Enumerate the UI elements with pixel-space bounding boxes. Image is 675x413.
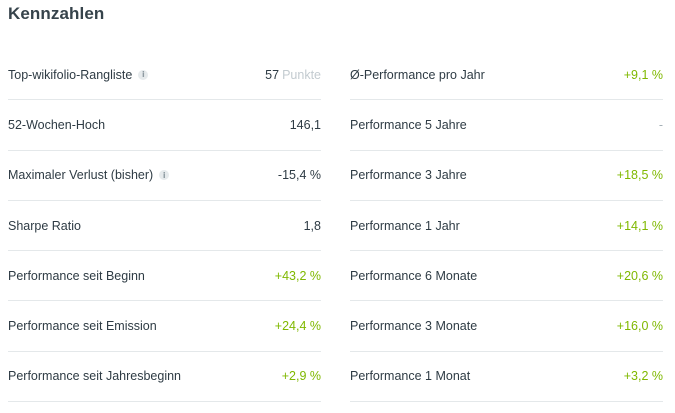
- metric-label-performance-6-months: Performance 6 Monate: [350, 268, 478, 283]
- metric-row-performance-since-emission: Performance seit Emission +24,4 %: [8, 301, 321, 352]
- metric-label-max-loss-text: Maximaler Verlust (bisher): [8, 168, 154, 183]
- metric-value-ranking: 57 Punkte: [265, 68, 321, 82]
- metric-value-52-week-high: 146,1: [289, 117, 321, 132]
- metric-row-performance-1-month: Performance 1 Monat +3,2 %: [350, 352, 663, 403]
- metric-label-performance-3-months: Performance 3 Monate: [350, 319, 478, 334]
- metric-value-performance-since-emission: +24,4 %: [274, 319, 321, 334]
- metric-row-performance-5-years: Performance 5 Jahre -: [350, 100, 663, 151]
- metric-label-52-week-high: 52-Wochen-Hoch: [8, 117, 106, 132]
- metric-label-performance-since-emission: Performance seit Emission: [8, 319, 157, 334]
- metric-value-max-loss: -15,4 %: [277, 168, 321, 183]
- metric-label-ranking: Top-wikifolio-Rangliste i: [8, 67, 149, 82]
- metric-row-performance-3-years: Performance 3 Jahre +18,5 %: [350, 151, 663, 201]
- left-metrics-column: Top-wikifolio-Rangliste i 57 Punkte 52-Wo…: [8, 50, 321, 403]
- metric-row-max-loss: Maximaler Verlust (bisher) i -15,4 %: [8, 151, 321, 201]
- ranking-unit: Punkte: [282, 67, 321, 82]
- metric-label-max-loss: Maximaler Verlust (bisher) i: [8, 168, 170, 183]
- metric-row-52-week-high: 52-Wochen-Hoch 146,1: [8, 100, 321, 151]
- info-icon[interactable]: i: [159, 170, 170, 181]
- metric-value-avg-performance-per-year: +9,1 %: [623, 67, 663, 82]
- metric-value-performance-6-months: +20,6 %: [616, 268, 663, 283]
- metric-value-performance-3-years: +18,5 %: [616, 168, 663, 183]
- metric-label-avg-performance-per-year: Ø-Performance pro Jahr: [350, 67, 485, 82]
- metric-label-performance-since-start: Performance seit Beginn: [8, 268, 145, 283]
- section-title: Kennzahlen: [8, 4, 105, 23]
- metric-value-performance-3-months: +16,0 %: [616, 319, 663, 334]
- info-icon[interactable]: i: [138, 69, 149, 80]
- metric-label-sharpe-ratio: Sharpe Ratio: [8, 218, 81, 233]
- metric-value-performance-1-year: +14,1 %: [616, 218, 663, 233]
- metric-value-performance-since-start: +43,2 %: [274, 268, 321, 283]
- metric-row-performance-since-start: Performance seit Beginn +43,2 %: [8, 251, 321, 302]
- metric-label-ranking-text: Top-wikifolio-Rangliste: [8, 67, 133, 82]
- metric-row-performance-3-months: Performance 3 Monate +16,0 %: [350, 301, 663, 352]
- metric-value-sharpe-ratio: 1,8: [303, 218, 321, 233]
- metric-row-performance-6-months: Performance 6 Monate +20,6 %: [350, 251, 663, 302]
- metric-row-ranking: Top-wikifolio-Rangliste i 57 Punkte: [8, 50, 321, 101]
- metric-row-avg-performance-per-year: Ø-Performance pro Jahr +9,1 %: [350, 50, 663, 101]
- right-metrics-column: Ø-Performance pro Jahr +9,1 % Performanc…: [350, 50, 663, 403]
- metric-value-performance-1-month: +3,2 %: [623, 369, 663, 384]
- metric-row-performance-ytd: Performance seit Jahresbeginn +2,9 %: [8, 352, 321, 403]
- metric-label-performance-5-years: Performance 5 Jahre: [350, 117, 467, 132]
- metric-label-performance-3-years: Performance 3 Jahre: [350, 168, 467, 183]
- metric-value-performance-5-years: -: [658, 117, 663, 132]
- metric-value-performance-ytd: +2,9 %: [281, 369, 321, 384]
- metric-row-performance-1-year: Performance 1 Jahr +14,1 %: [350, 201, 663, 252]
- metric-row-sharpe-ratio: Sharpe Ratio 1,8: [8, 201, 321, 252]
- metric-label-performance-1-year: Performance 1 Jahr: [350, 218, 460, 233]
- ranking-points: 57: [265, 67, 280, 82]
- metric-label-performance-1-month: Performance 1 Monat: [350, 369, 471, 384]
- metric-label-performance-ytd: Performance seit Jahresbeginn: [8, 369, 182, 384]
